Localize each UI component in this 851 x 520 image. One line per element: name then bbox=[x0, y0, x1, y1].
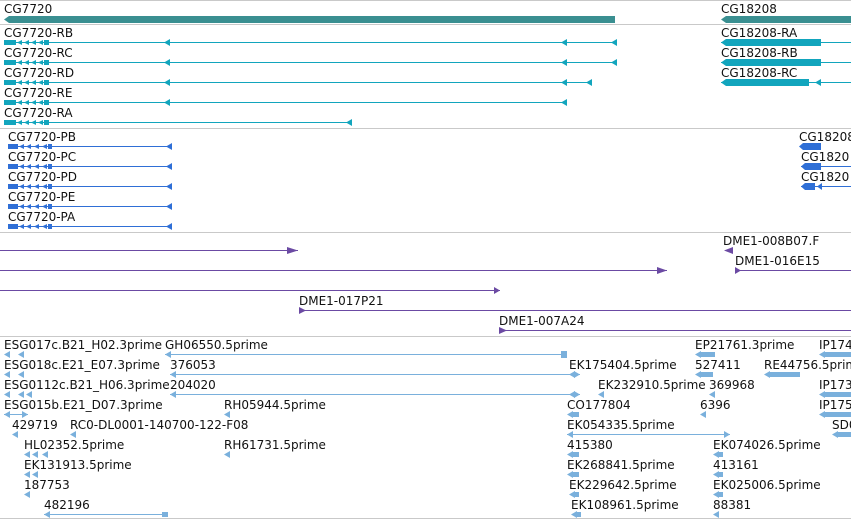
gene-feature-cg18208 bbox=[721, 16, 851, 23]
gene-track: CG7720 CG18208 bbox=[0, 0, 851, 24]
transcript-label[interactable]: CG18208-RA bbox=[721, 26, 798, 40]
track-separator bbox=[0, 0, 851, 1]
transcript-label[interactable]: CG7720-RA bbox=[4, 106, 73, 120]
est-label[interactable]: EK268841.5prime bbox=[567, 458, 675, 472]
est-label[interactable]: SD0 bbox=[832, 418, 851, 432]
gene-label-cg7720[interactable]: CG7720 bbox=[4, 2, 53, 16]
est-label[interactable]: 88381 bbox=[713, 498, 752, 512]
est-track: ESG017c.B21_H02.3prime GH06550.5prime EP… bbox=[0, 337, 851, 518]
protein-label[interactable]: CG7720-PC bbox=[8, 150, 77, 164]
est-label[interactable]: EK054335.5prime bbox=[567, 418, 675, 432]
track-separator bbox=[0, 336, 851, 337]
est-label[interactable]: HL02352.5prime bbox=[24, 438, 125, 452]
track-separator bbox=[0, 518, 851, 519]
est-label[interactable]: EK229642.5prime bbox=[569, 478, 677, 492]
protein-label[interactable]: CG7720-PD bbox=[8, 170, 78, 184]
clone-label[interactable]: DME1-017P21 bbox=[299, 294, 384, 308]
clone-label[interactable]: DME1-008B07.F bbox=[723, 234, 820, 248]
track-separator bbox=[0, 128, 851, 129]
protein-label[interactable]: CG1820 bbox=[801, 150, 850, 164]
est-label[interactable]: EK232910.5prime bbox=[598, 378, 706, 392]
clone-label[interactable]: DME1-016E15 bbox=[735, 254, 820, 268]
transcript-label[interactable]: CG7720-RB bbox=[4, 26, 74, 40]
transcript-label[interactable]: CG18208-RB bbox=[721, 46, 798, 60]
est-label[interactable]: EK175404.5prime bbox=[569, 358, 677, 372]
est-label[interactable]: 527411 bbox=[695, 358, 741, 372]
clone-features bbox=[0, 247, 851, 334]
protein-label[interactable]: CG7720-PE bbox=[8, 190, 76, 204]
est-label[interactable]: 369968 bbox=[709, 378, 755, 392]
est-label[interactable]: EK025006.5prime bbox=[713, 478, 821, 492]
protein-track: CG7720-PB CG7720-PC CG7720-PD CG7720-PE … bbox=[0, 129, 851, 232]
track-separator bbox=[0, 24, 851, 25]
est-label[interactable]: CO177804 bbox=[567, 398, 631, 412]
est-label[interactable]: RH05944.5prime bbox=[224, 398, 326, 412]
est-label[interactable]: 6396 bbox=[700, 398, 731, 412]
protein-label[interactable]: CG7720-PB bbox=[8, 130, 77, 144]
est-label[interactable]: 415380 bbox=[567, 438, 613, 452]
est-label[interactable]: 429719 bbox=[12, 418, 58, 432]
clone-track: DME1-008B07.F DME1-016E15 DME1-017P21 DM… bbox=[0, 233, 851, 336]
est-label[interactable]: 204020 bbox=[170, 378, 216, 392]
protein-label[interactable]: CG7720-PA bbox=[8, 210, 76, 224]
transcript-label[interactable]: CG7720-RE bbox=[4, 86, 73, 100]
est-label[interactable]: 376053 bbox=[170, 358, 216, 372]
est-label[interactable]: ESG0112c.B21_H06.3prime bbox=[4, 378, 170, 392]
est-label[interactable]: IP175 bbox=[819, 398, 851, 412]
est-label[interactable]: RE44756.5prime bbox=[764, 358, 851, 372]
protein-label[interactable]: CG18208 bbox=[799, 130, 851, 144]
est-label[interactable]: ESG017c.B21_H02.3prime bbox=[4, 338, 163, 352]
est-label[interactable]: 482196 bbox=[44, 498, 90, 512]
est-label[interactable]: ESG018c.E21_E07.3prime bbox=[4, 358, 160, 372]
est-label[interactable]: EK131913.5prime bbox=[24, 458, 132, 472]
est-label[interactable]: RH61731.5prime bbox=[224, 438, 326, 452]
est-label[interactable]: IP173 bbox=[819, 378, 851, 392]
est-label[interactable]: EK108961.5prime bbox=[571, 498, 679, 512]
est-label[interactable]: GH06550.5prime bbox=[165, 338, 268, 352]
transcript-label[interactable]: CG7720-RC bbox=[4, 46, 73, 60]
est-features bbox=[4, 351, 851, 518]
transcript-label[interactable]: CG18208-RC bbox=[721, 66, 798, 80]
est-label[interactable]: RC0-DL0001-140700-122-F08 bbox=[70, 418, 249, 432]
gene-label-cg18208[interactable]: CG18208 bbox=[721, 2, 777, 16]
track-separator bbox=[0, 232, 851, 233]
transcript-track: CG7720-RB CG7720-RC CG7720-RD CG7720-RE … bbox=[0, 25, 851, 128]
clone-label[interactable]: DME1-007A24 bbox=[499, 314, 585, 328]
gene-features bbox=[4, 16, 851, 23]
est-label[interactable]: ESG015b.E21_D07.3prime bbox=[4, 398, 163, 412]
transcript-features bbox=[4, 39, 851, 126]
est-label[interactable]: IP174 bbox=[819, 338, 851, 352]
gene-feature-cg7720 bbox=[4, 16, 615, 23]
transcript-label[interactable]: CG7720-RD bbox=[4, 66, 75, 80]
est-label[interactable]: 187753 bbox=[24, 478, 70, 492]
est-label[interactable]: 413161 bbox=[713, 458, 759, 472]
protein-label[interactable]: CG1820 bbox=[801, 170, 850, 184]
est-label[interactable]: EK074026.5prime bbox=[713, 438, 821, 452]
est-label[interactable]: EP21761.3prime bbox=[695, 338, 795, 352]
protein-features bbox=[8, 143, 851, 230]
